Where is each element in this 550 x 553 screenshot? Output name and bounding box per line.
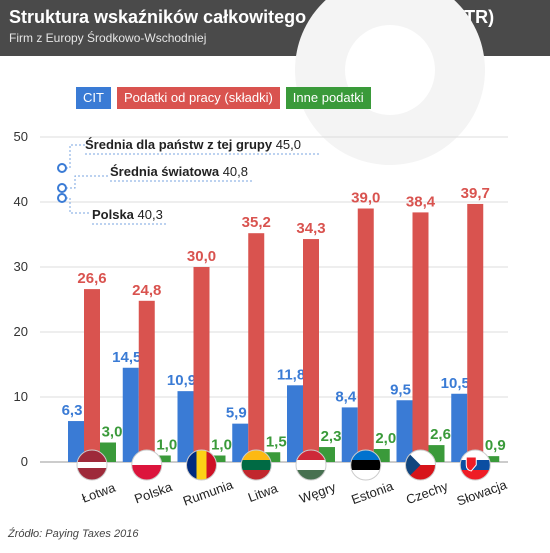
bar-cit (177, 391, 194, 462)
data-label: 2,3 (321, 428, 342, 445)
flag-icon (241, 450, 272, 480)
annotation-leader (62, 175, 110, 189)
bar-labor (84, 289, 100, 462)
x-tick-label: Słowacja (455, 477, 510, 509)
bar-cit (122, 367, 139, 462)
data-label: 24,8 (132, 282, 161, 299)
flag-icon (296, 450, 326, 480)
flag-border (186, 449, 217, 481)
y-tick-label: 50 (14, 129, 28, 144)
data-label: 3,0 (102, 424, 123, 441)
flag-border (295, 449, 327, 481)
legend: CIT Podatki od pracy (składki) Inne poda… (76, 87, 371, 109)
bar-labor (248, 233, 265, 462)
data-label: 2,0 (375, 430, 396, 447)
data-label: 0,9 (485, 437, 506, 454)
data-label: 39,0 (351, 190, 380, 207)
annotation-marker (57, 183, 67, 193)
y-tick-label: 30 (14, 259, 28, 274)
annotation-marker (57, 193, 67, 203)
data-label: 9,5 (390, 381, 411, 398)
data-label: 30,0 (187, 248, 216, 265)
data-label: 1,0 (156, 437, 177, 454)
source-note: Źródło: Paying Taxes 2016 (8, 528, 139, 540)
bar-labor (412, 212, 429, 462)
flag-icon (405, 450, 436, 480)
data-label: 1,5 (266, 433, 287, 450)
annotation-label: Średnia światowa 40,8 (110, 164, 248, 179)
data-label: 11,8 (277, 366, 305, 383)
flag-border (350, 449, 382, 481)
data-label: 14,5 (112, 349, 141, 366)
data-label: 34,3 (296, 220, 325, 237)
chart-subtitle: Firm z Europy Środkowo-Wschodniej (9, 31, 207, 45)
bar-cit (396, 400, 413, 462)
bar-other (483, 456, 500, 462)
x-tick-label: Polska (132, 479, 175, 507)
annotation-name: Średnia światowa (110, 164, 223, 179)
bar-labor (467, 203, 484, 462)
y-tick-label: 40 (14, 194, 28, 209)
annotation-label: Polska 40,3 (92, 207, 163, 222)
x-tick-label: Węgry (297, 479, 338, 506)
data-label: 8,4 (335, 388, 357, 405)
data-label: 10,9 (167, 372, 196, 389)
data-label: 39,7 (461, 185, 490, 202)
annotation-name: Średnia dla państw z tej grupy (85, 137, 276, 152)
x-tick-label: Litwa (246, 480, 280, 505)
bar-cit (68, 421, 84, 462)
bar-cit (287, 385, 303, 462)
bar-labor (193, 267, 210, 462)
bar-other (264, 452, 281, 462)
flag-border (76, 449, 108, 481)
flag-border (131, 449, 163, 481)
flag-icon (131, 450, 162, 480)
x-tick-label: Czechy (404, 478, 450, 507)
x-tick-label: Rumunia (181, 477, 236, 509)
data-label: 2,6 (430, 426, 451, 443)
annotation-marker (57, 163, 67, 173)
y-tick-label: 10 (14, 389, 28, 404)
data-label: 6,3 (62, 402, 83, 419)
flag-icon (350, 450, 381, 480)
y-tick-label: 20 (14, 324, 28, 339)
legend-item-cit: CIT (76, 87, 111, 109)
bar-labor (138, 300, 155, 462)
bar-cit (232, 423, 249, 462)
x-tick-label: Łotwa (80, 480, 118, 506)
data-label: 5,9 (226, 405, 247, 422)
bar-labor (357, 208, 374, 462)
legend-item-labor-taxes: Podatki od pracy (składki) (116, 87, 280, 109)
x-tick-label: Estonia (349, 478, 396, 507)
bar-other (209, 455, 226, 462)
annotation-label: Średnia dla państw z tej grupy 45,0 (85, 137, 301, 152)
y-tick-label: 0 (21, 454, 28, 469)
flag-icon (460, 450, 491, 480)
flag-border (240, 449, 272, 481)
annotation-value: 40,8 (223, 164, 248, 179)
flag-border (405, 449, 436, 481)
flag-icon (77, 450, 107, 480)
bar-cit (451, 393, 468, 462)
data-label: 1,0 (211, 437, 232, 454)
annotation-value: 45,0 (276, 137, 301, 152)
annotation-value: 40,3 (138, 207, 163, 222)
legend-item-other-taxes: Inne podatki (285, 87, 371, 109)
data-label: 35,2 (242, 214, 271, 231)
data-label: 38,4 (406, 193, 436, 210)
bar-cit (341, 407, 358, 462)
bar-other (154, 455, 171, 462)
bar-labor (303, 239, 319, 462)
annotation-name: Polska (92, 207, 138, 222)
flag-icon (186, 450, 217, 480)
flag-border (459, 449, 491, 481)
data-label: 10,5 (441, 375, 470, 392)
data-label: 26,6 (77, 270, 106, 287)
